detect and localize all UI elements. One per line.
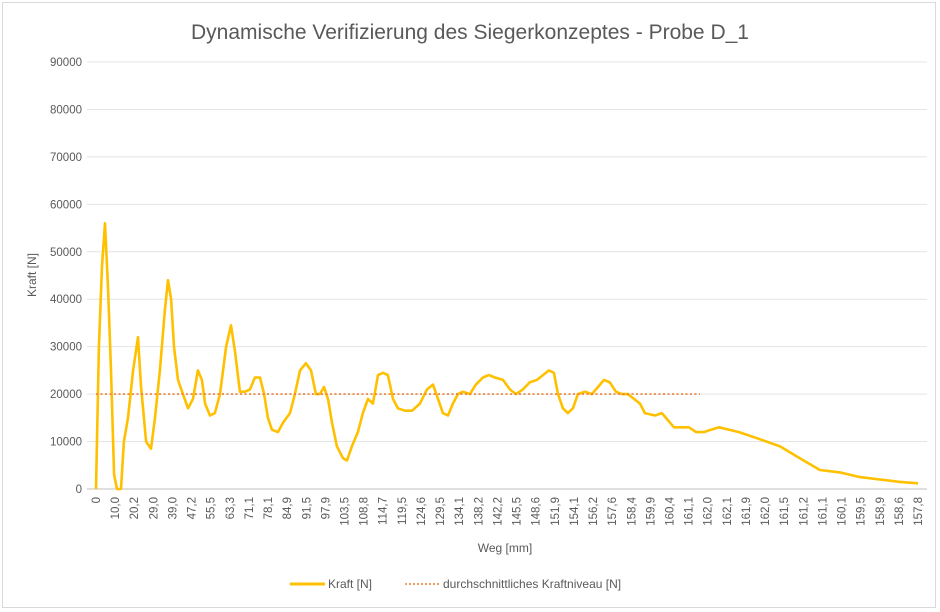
x-tick-label: 124,6 bbox=[416, 497, 428, 526]
legend-label-kraft: Kraft [N] bbox=[328, 577, 372, 591]
y-tick-label: 90000 bbox=[50, 57, 82, 69]
x-axis-label: Weg [mm] bbox=[478, 541, 532, 555]
x-tick-label: 145,5 bbox=[512, 497, 524, 526]
x-tick-label: 158,4 bbox=[626, 496, 638, 525]
y-tick-label: 10000 bbox=[50, 437, 82, 449]
x-tick-label: 162,0 bbox=[760, 497, 772, 526]
y-tick-label: 20000 bbox=[50, 389, 82, 401]
x-tick-labels: 0 10,0 20,2 29,0 39,0 47,2 55,5 63,3 71,1 78,1 84,… bbox=[91, 496, 925, 525]
x-tick-label: 161,5 bbox=[779, 497, 791, 526]
x-tick-label: 114,7 bbox=[378, 497, 390, 525]
x-tick-label: 129,5 bbox=[435, 497, 447, 526]
x-tick-label: 161,2 bbox=[798, 497, 810, 526]
x-tick-label: 157,8 bbox=[913, 497, 925, 526]
x-tick-label: 29,0 bbox=[148, 497, 160, 519]
x-tick-label: 78,1 bbox=[263, 497, 275, 519]
x-tick-label: 159,5 bbox=[856, 497, 868, 526]
y-axis-label: Kraft [N] bbox=[25, 253, 39, 297]
x-tick-label: 10,0 bbox=[110, 497, 122, 519]
x-tick-label: 134,1 bbox=[454, 497, 466, 526]
series-group bbox=[94, 222, 919, 491]
x-tick-label: 138,2 bbox=[473, 497, 485, 526]
x-tick-label: 159,9 bbox=[645, 497, 657, 526]
x-tick-label: 71,1 bbox=[244, 497, 256, 519]
y-tick-label: 30000 bbox=[50, 342, 82, 354]
x-tick-label: 103,5 bbox=[340, 497, 352, 526]
y-tick-label: 0 bbox=[76, 484, 82, 496]
x-tick-label: 63,3 bbox=[225, 497, 237, 519]
x-tick-label: 161,9 bbox=[741, 497, 753, 526]
y-tick-label: 60000 bbox=[50, 199, 82, 211]
chart-title: Dynamische Verifizierung des Siegerkonze… bbox=[191, 21, 749, 44]
x-tick-label: 0 bbox=[91, 497, 103, 503]
x-tick-label: 161,1 bbox=[684, 497, 696, 526]
y-tick-label: 40000 bbox=[50, 294, 82, 306]
y-tick-label: 70000 bbox=[50, 152, 82, 164]
x-tick-label: 55,5 bbox=[206, 497, 218, 519]
x-tick-label: 161,1 bbox=[817, 497, 829, 526]
x-tick-label: 142,2 bbox=[492, 497, 504, 526]
x-tick-label: 91,5 bbox=[301, 497, 313, 519]
x-tick-label: 151,9 bbox=[550, 497, 562, 526]
x-tick-label: 157,6 bbox=[607, 497, 619, 526]
legend: Kraft [N] durchschnittliches Kraftniveau… bbox=[290, 577, 621, 591]
y-tick-label: 80000 bbox=[50, 104, 82, 116]
x-tick-label: 162,0 bbox=[703, 497, 715, 526]
x-tick-label: 108,8 bbox=[359, 497, 371, 526]
x-tick-label: 39,0 bbox=[167, 497, 179, 519]
x-tick-label: 158,9 bbox=[875, 497, 887, 526]
x-tick-label: 160,1 bbox=[837, 497, 849, 526]
legend-label-average: durchschnittliches Kraftniveau [N] bbox=[443, 577, 621, 591]
x-tick-label: 20,2 bbox=[129, 497, 141, 519]
x-tick-label: 160,4 bbox=[664, 496, 676, 525]
x-tick-label: 84,9 bbox=[282, 497, 294, 519]
y-tick-labels: 0 10000 20000 30000 40000 50000 60000 70000 8000… bbox=[50, 57, 82, 496]
x-tick-label: 119,5 bbox=[397, 497, 409, 525]
x-tick-label: 148,6 bbox=[531, 497, 543, 526]
gridlines bbox=[87, 61, 927, 490]
y-tick-label: 50000 bbox=[50, 247, 82, 259]
x-tick-label: 162,1 bbox=[722, 497, 734, 526]
kraft-line bbox=[94, 222, 919, 491]
x-tick-label: 97,9 bbox=[320, 497, 332, 519]
x-tick-label: 158,6 bbox=[894, 497, 906, 526]
x-tick-label: 156,2 bbox=[588, 497, 600, 526]
x-tick-label: 154,1 bbox=[569, 497, 581, 526]
x-tick-label: 47,2 bbox=[187, 497, 199, 519]
